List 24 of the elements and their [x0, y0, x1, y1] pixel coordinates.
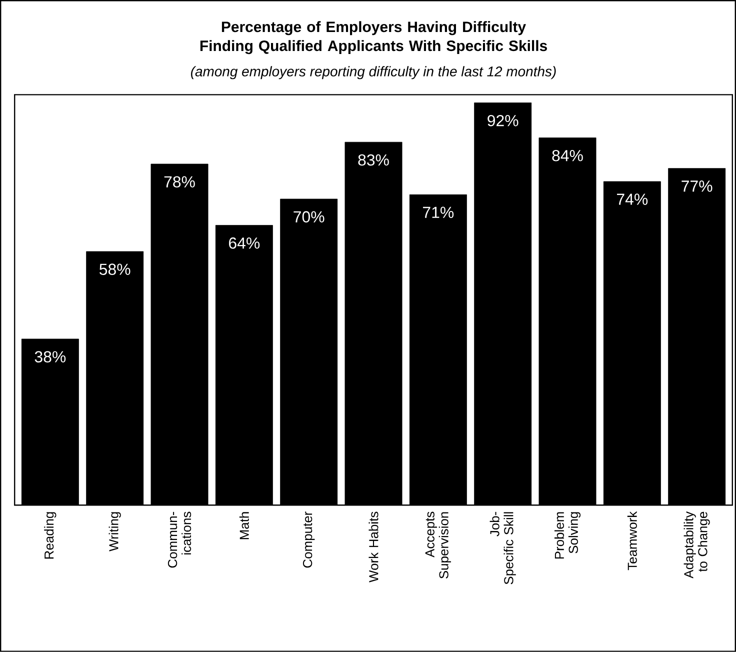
data-label: 92%	[488, 115, 518, 126]
x-tick-label: Reading	[44, 512, 56, 559]
data-label: 58%	[100, 264, 130, 276]
x-tick-label: Job-Specific Skill	[490, 512, 516, 584]
x-tick-label: Problem Solving	[554, 512, 581, 559]
x-tick-label: Commun- ications	[168, 512, 192, 568]
chart-subtitle: (among employers reporting difficulty in the last 12 months)	[191, 66, 556, 80]
x-tick-label: Computer	[302, 512, 315, 568]
x-tick-label: Adaptability to Change	[684, 511, 710, 578]
data-label: 64%	[229, 237, 260, 249]
x-tick-label: Work Habits	[368, 512, 378, 582]
data-label: 77%	[682, 180, 712, 192]
data-label: 70%	[294, 211, 324, 223]
data-label: 84%	[552, 150, 583, 162]
chart-title: Percentage of Employers Having Difficulty Finding Qualified Applicants With Specific Skills	[200, 21, 547, 54]
x-tick-label: Accepts Supervision	[425, 512, 451, 579]
data-label: 74%	[617, 194, 648, 205]
data-label: 71%	[423, 206, 454, 218]
data-label: 83%	[358, 154, 389, 166]
x-tick-label: Teamwork	[627, 511, 637, 570]
x-tick-label: Math	[239, 512, 249, 540]
data-label: 38%	[34, 351, 66, 362]
x-tick-label: Writing	[108, 512, 121, 552]
data-label: 78%	[164, 176, 195, 188]
